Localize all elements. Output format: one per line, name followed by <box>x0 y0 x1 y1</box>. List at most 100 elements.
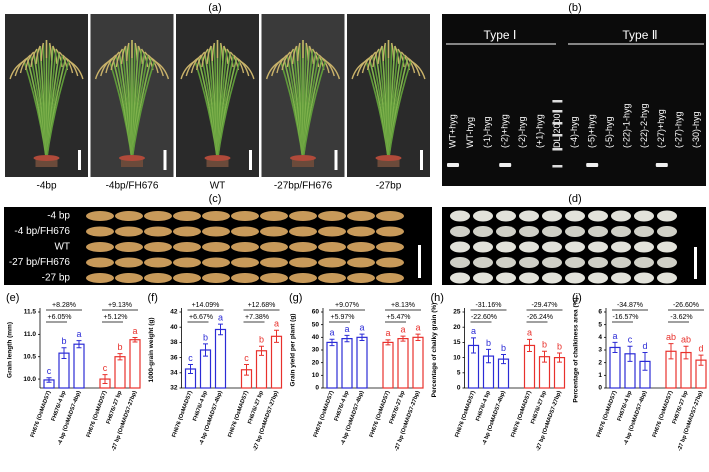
grain <box>542 272 562 284</box>
significance-letter: ab <box>681 335 691 345</box>
grain <box>473 210 493 222</box>
bar <box>397 338 409 389</box>
significance-letter: a <box>385 328 390 338</box>
grain <box>565 272 585 284</box>
panicle <box>141 48 149 68</box>
y-tick-label: 2 <box>598 359 602 366</box>
bar <box>214 328 227 389</box>
grain <box>318 211 346 221</box>
y-tick-label: 20 <box>453 324 461 331</box>
y-tick-label: 11.5 <box>24 309 37 316</box>
x-tick-label: FH676/-4 bp <box>475 390 492 422</box>
y-tick-label: 0 <box>598 385 602 392</box>
grain <box>519 241 539 253</box>
panicle <box>190 54 202 74</box>
scale-bar <box>420 150 423 170</box>
error-bar <box>612 341 618 354</box>
grain <box>473 272 493 284</box>
y-tick-label: 6 <box>598 309 602 316</box>
comparison-label: -3.62% <box>670 314 692 321</box>
grain <box>173 242 201 252</box>
panicle <box>377 45 383 65</box>
grain <box>86 257 114 268</box>
x-tick-label: FH676/-27 bp <box>530 390 548 425</box>
significance-letter: a <box>527 328 532 338</box>
grain <box>144 273 172 283</box>
grain <box>450 226 470 237</box>
grain <box>115 242 143 252</box>
significance-letter: a <box>400 324 405 334</box>
plant-leaf <box>302 60 327 161</box>
grain <box>347 226 375 237</box>
y-tick-label: 42 <box>170 309 178 316</box>
grain <box>519 272 539 284</box>
panicle <box>65 57 79 77</box>
grain <box>173 211 201 221</box>
grain <box>496 226 516 237</box>
error-bar <box>102 374 108 385</box>
panicle <box>196 51 206 71</box>
y-tick-label: 10 <box>453 354 461 361</box>
x-tick-label: FH676 (OsMADS7) <box>596 390 618 438</box>
grain <box>289 273 317 283</box>
grain <box>376 273 404 283</box>
panicle <box>25 51 35 71</box>
significance-letter: b <box>501 343 506 353</box>
type-label: Type Ⅱ <box>622 28 657 42</box>
grain <box>542 257 562 268</box>
error-bar <box>203 343 208 357</box>
panel-label: (e) <box>6 292 19 304</box>
panicle <box>120 45 127 65</box>
ladder-band <box>552 110 563 113</box>
lane-label: (-5)+hyg <box>587 114 597 148</box>
lane-label: (-1)-hyg <box>482 116 492 148</box>
panicle <box>239 60 255 80</box>
comparison-label: +7.38% <box>245 314 269 321</box>
grain <box>289 257 317 268</box>
significance-letter: b <box>557 341 562 351</box>
error-bar <box>642 352 648 371</box>
grain <box>202 226 230 237</box>
y-tick-label: 5 <box>457 370 461 377</box>
panicle <box>201 48 209 68</box>
y-tick-label: 60 <box>312 309 320 316</box>
plant-label: -27bp <box>376 181 402 192</box>
grain <box>588 257 608 268</box>
panicle <box>321 57 335 77</box>
significance-letter: c <box>628 335 633 345</box>
grain <box>144 242 172 252</box>
panel-label: (a) <box>208 2 221 14</box>
panicle <box>35 45 41 65</box>
significance-letter: b <box>486 338 491 348</box>
plant-label: -4bp <box>36 181 56 192</box>
bar <box>255 350 268 389</box>
error-bar <box>76 340 82 349</box>
lane-label: (+1)-hyg <box>534 114 544 148</box>
row-label: WT <box>54 242 70 253</box>
comparison-label: +8.28% <box>52 302 76 309</box>
comparison-label: -31.16% <box>475 302 501 309</box>
grain <box>115 273 143 283</box>
grain <box>450 241 470 253</box>
x-tick-label: FH676 (OsMADS7) <box>86 390 108 438</box>
grain <box>542 226 562 237</box>
grain <box>115 257 143 268</box>
grain <box>289 211 317 221</box>
grain <box>657 210 677 222</box>
grain <box>634 226 654 237</box>
grain <box>657 241 677 253</box>
error-bar <box>698 354 704 366</box>
grain <box>260 257 288 268</box>
panel-label: (f) <box>148 292 158 304</box>
x-tick-label: FH676/-27 bp <box>106 390 124 425</box>
error-bar <box>542 350 547 363</box>
grain <box>202 211 230 221</box>
significance-letter: b <box>542 340 547 350</box>
comparison-label: +8.13% <box>391 302 415 309</box>
pot-rim <box>119 155 145 161</box>
grain <box>173 273 201 283</box>
row-label: -27 bp/FH676 <box>9 257 71 268</box>
scale-bar <box>418 245 421 278</box>
x-tick-label: FH676/-4 bp <box>617 390 634 422</box>
